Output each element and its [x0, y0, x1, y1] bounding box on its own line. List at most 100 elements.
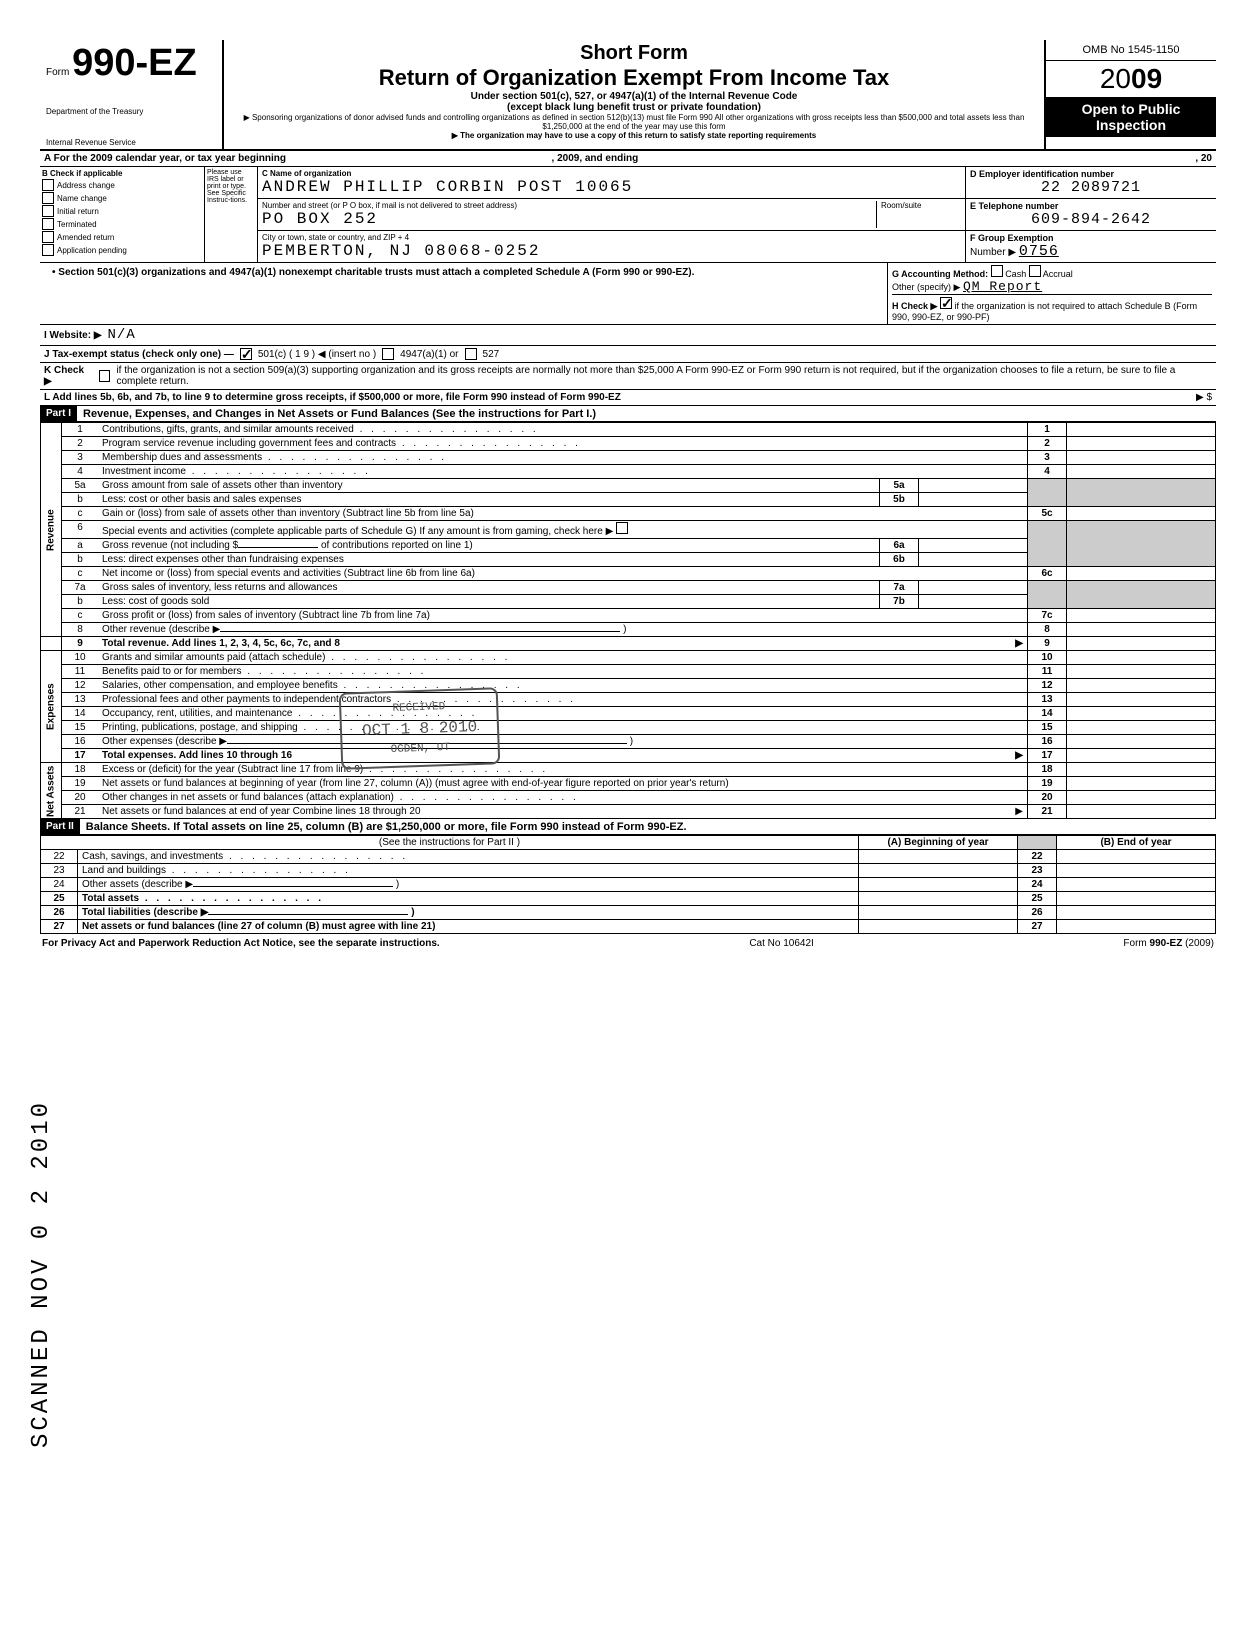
- ln8-lbl: 8: [1028, 623, 1067, 637]
- ln1-amt[interactable]: [1067, 423, 1216, 437]
- ln11-amt[interactable]: [1067, 665, 1216, 679]
- ln11-lbl: 11: [1028, 665, 1067, 679]
- check-501c[interactable]: [240, 348, 252, 360]
- street-row: Number and street (or P O box, if mail i…: [258, 199, 965, 231]
- check-k[interactable]: [99, 370, 111, 382]
- ln24-a[interactable]: [859, 878, 1018, 892]
- ln24-num: 24: [41, 878, 78, 892]
- ln8-amt[interactable]: [1067, 623, 1216, 637]
- ln27-a[interactable]: [859, 920, 1018, 934]
- ln6b-amt[interactable]: [919, 553, 1028, 567]
- ln15-amt[interactable]: [1067, 721, 1216, 735]
- ln25-lbl: 25: [1018, 892, 1057, 906]
- ln4-amt[interactable]: [1067, 465, 1216, 479]
- ln25-a[interactable]: [859, 892, 1018, 906]
- ln23-a[interactable]: [859, 864, 1018, 878]
- side-revenue: Revenue: [41, 423, 62, 637]
- ln24-b[interactable]: [1057, 878, 1216, 892]
- ln22-num: 22: [41, 850, 78, 864]
- section-b: B Check if applicable Address change Nam…: [40, 167, 1216, 263]
- ln16-amt[interactable]: [1067, 735, 1216, 749]
- ln26-lbl: 26: [1018, 906, 1057, 920]
- k-row: K Check ▶ if the organization is not a s…: [40, 363, 1216, 390]
- ln21-num: 21: [62, 805, 99, 819]
- ln7c-lbl: 7c: [1028, 609, 1067, 623]
- ln25-b[interactable]: [1057, 892, 1216, 906]
- right-info-col: D Employer identification number 22 2089…: [965, 167, 1216, 262]
- ln3-amt[interactable]: [1067, 451, 1216, 465]
- subtitle2: (except black lung benefit trust or priv…: [232, 102, 1036, 113]
- org-name-row: C Name of organization ANDREW PHILLIP CO…: [258, 167, 965, 199]
- ln6b-lbl: 6b: [880, 553, 919, 567]
- ln25-num: 25: [41, 892, 78, 906]
- k-text: if the organization is not a section 509…: [116, 365, 1212, 387]
- ln16-num: 16: [62, 735, 99, 749]
- ln14-amt[interactable]: [1067, 707, 1216, 721]
- ln13-amt[interactable]: [1067, 693, 1216, 707]
- open-public-1: Open to Public: [1050, 101, 1212, 117]
- ln10-amt[interactable]: [1067, 651, 1216, 665]
- ln17-amt[interactable]: [1067, 749, 1216, 763]
- ln5a: Gross amount from sale of assets other t…: [102, 480, 343, 491]
- form-number: 990-EZ: [72, 42, 197, 84]
- check-pending[interactable]: [42, 244, 54, 256]
- row-a: A For the 2009 calendar year, or tax yea…: [40, 151, 1216, 167]
- ln6a-post: of contributions reported on line 1): [321, 540, 473, 551]
- ln9-num: 9: [62, 637, 99, 651]
- phone-row: E Telephone number 609-894-2642: [966, 199, 1216, 231]
- ln27: Net assets or fund balances (line 27 of …: [82, 921, 435, 932]
- ln14: Occupancy, rent, utilities, and maintena…: [102, 708, 477, 719]
- check-amended[interactable]: [42, 231, 54, 243]
- ln22-a[interactable]: [859, 850, 1018, 864]
- ln17-num: 17: [62, 749, 99, 763]
- ln5b: Less: cost or other basis and sales expe…: [102, 494, 302, 505]
- ln11: Benefits paid to or for members: [102, 666, 426, 677]
- ln19-amt[interactable]: [1067, 777, 1216, 791]
- ln7a-num: 7a: [62, 581, 99, 595]
- ln2-amt[interactable]: [1067, 437, 1216, 451]
- g-other-label: Other (specify) ▶: [892, 282, 960, 292]
- part1-title: Revenue, Expenses, and Changes in Net As…: [83, 408, 596, 420]
- ln9-amt[interactable]: [1067, 637, 1216, 651]
- ln6a-amt[interactable]: [919, 539, 1028, 553]
- check-accrual[interactable]: [1029, 265, 1041, 277]
- ln21-amt[interactable]: [1067, 805, 1216, 819]
- ln10: Grants and similar amounts paid (attach …: [102, 652, 510, 663]
- ln7c-amt[interactable]: [1067, 609, 1216, 623]
- org-name: ANDREW PHILLIP CORBIN POST 10065: [262, 178, 961, 196]
- ln26-b[interactable]: [1057, 906, 1216, 920]
- ln4-num: 4: [62, 465, 99, 479]
- ln19: Net assets or fund balances at beginning…: [102, 778, 729, 789]
- check-cash[interactable]: [991, 265, 1003, 277]
- check-gaming[interactable]: [616, 522, 628, 534]
- ln26-a[interactable]: [859, 906, 1018, 920]
- ln18-amt[interactable]: [1067, 763, 1216, 777]
- check-column: B Check if applicable Address change Nam…: [40, 167, 205, 262]
- ln5c-amt[interactable]: [1067, 507, 1216, 521]
- ln20-amt[interactable]: [1067, 791, 1216, 805]
- check-h[interactable]: [940, 297, 952, 309]
- ln27-b[interactable]: [1057, 920, 1216, 934]
- check-initial[interactable]: [42, 205, 54, 217]
- subtitle: Under section 501(c), 527, or 4947(a)(1)…: [232, 91, 1036, 102]
- ln5a-amt[interactable]: [919, 479, 1028, 493]
- year-prefix: 20: [1100, 63, 1131, 94]
- ln5b-amt[interactable]: [919, 493, 1028, 507]
- check-address[interactable]: [42, 179, 54, 191]
- part2-see: (See the instructions for Part II ): [41, 836, 859, 850]
- check-terminated[interactable]: [42, 218, 54, 230]
- check-name[interactable]: [42, 192, 54, 204]
- check-4947[interactable]: [382, 348, 394, 360]
- ln6c-amt[interactable]: [1067, 567, 1216, 581]
- check-name-label: Name change: [57, 194, 107, 203]
- ln12-amt[interactable]: [1067, 679, 1216, 693]
- g-h-box: G Accounting Method: Cash Accrual Other …: [887, 263, 1216, 324]
- ln22-b[interactable]: [1057, 850, 1216, 864]
- ln7a-amt[interactable]: [919, 581, 1028, 595]
- j-4947: 4947(a)(1) or: [400, 349, 458, 360]
- ln23-b[interactable]: [1057, 864, 1216, 878]
- website-row: I Website: ▶ N/A: [40, 325, 1216, 346]
- check-527[interactable]: [465, 348, 477, 360]
- ln7b-amt[interactable]: [919, 595, 1028, 609]
- l-arrow: ▶ $: [1196, 392, 1212, 403]
